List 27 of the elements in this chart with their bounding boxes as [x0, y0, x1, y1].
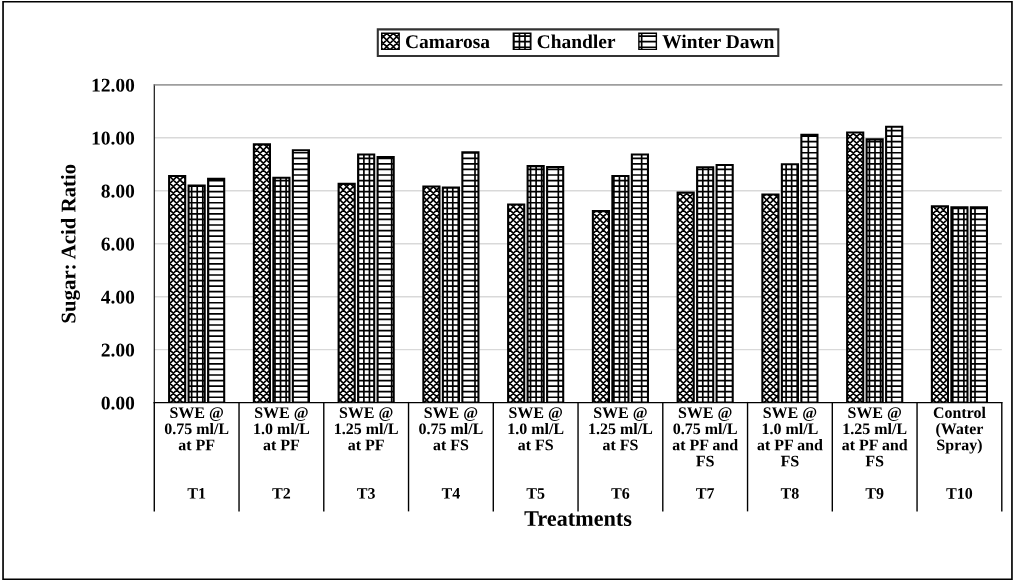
category-label: SWE @ 0.75 ml/L at PF and FS T7: [672, 407, 738, 499]
legend-label: Winter Dawn: [662, 34, 775, 49]
y-tick-label: 8.00: [101, 184, 135, 198]
y-tick-label: 10.00: [92, 131, 135, 145]
bar: [376, 156, 395, 403]
bar: [168, 174, 187, 403]
category-label: Control (Water Spray) T10: [933, 406, 986, 499]
y-tick-label: 0.00: [101, 396, 135, 410]
legend-label: Chandler: [537, 34, 616, 49]
category-label: SWE @ 0.75 ml/L at FS T4: [419, 407, 483, 499]
legend-label: Camarosa: [405, 35, 490, 49]
category-label: SWE @ 1.25 ml/L at FS T6: [589, 407, 653, 499]
category-label: SWE @ 0.75 ml/L at PF T1: [164, 407, 229, 499]
bar: [846, 131, 865, 403]
bar: [715, 164, 734, 403]
y-tick-label: 12.00: [92, 78, 135, 92]
category-label: SWE @ 1.25 ml/L at PF T3: [335, 407, 398, 499]
bar: [507, 203, 526, 403]
y-tick-label: 2.00: [101, 343, 135, 357]
y-tick-label: 6.00: [101, 237, 135, 251]
y-axis-title: Sugar: Acid Ratio: [60, 164, 80, 323]
category-label: SWE @ 1.0 ml/L at PF and FS T8: [757, 407, 823, 499]
category-label: SWE @ 1.0 ml/L at PF T2: [254, 407, 310, 499]
y-tick-label: 4.00: [101, 290, 135, 304]
category-label: SWE @ 1.0 ml/L at FS T5: [508, 407, 564, 499]
x-axis-title: Treatments: [524, 511, 632, 527]
category-label: SWE @ 1.25 ml/L at PF and FS T9: [842, 407, 908, 499]
